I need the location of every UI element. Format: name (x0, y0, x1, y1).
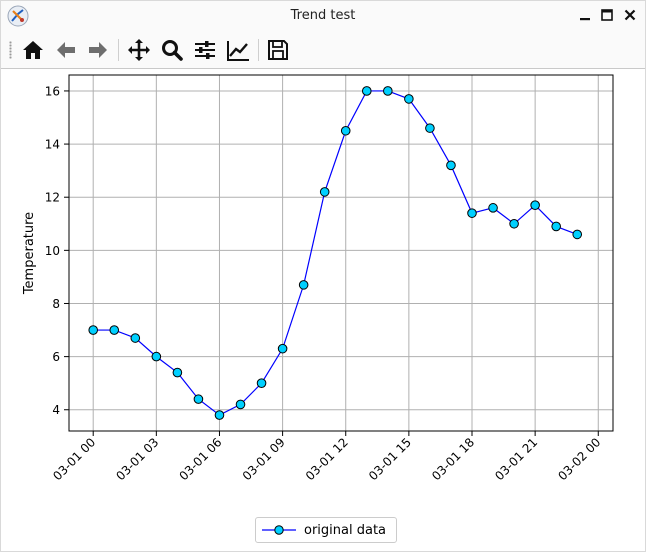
data-point (530, 200, 540, 210)
data-point (551, 221, 561, 232)
y-tick-label: 16 (45, 84, 60, 98)
toolbar-separator (118, 39, 119, 61)
line-chart[interactable]: 03-01 00 03-01 03 03-01 06 03-01 09 03-01 12… (1, 69, 645, 509)
legend-label: original data (304, 522, 387, 538)
data-point (509, 218, 519, 229)
toolbar-grip[interactable] (9, 41, 12, 59)
data-point (235, 399, 246, 410)
axes-frame (68, 74, 614, 432)
maximize-icon[interactable] (599, 7, 615, 23)
legend-line-marker (262, 525, 296, 535)
data-point (256, 378, 267, 388)
data-point (277, 343, 288, 354)
sliders-icon[interactable] (193, 38, 217, 62)
app-icon (7, 5, 29, 27)
data-point (572, 229, 583, 240)
x-tick-label: 03-02 00 (555, 435, 603, 483)
data-point (130, 333, 141, 343)
data-point (88, 325, 99, 335)
move-icon[interactable] (127, 38, 151, 62)
arrow-left-icon[interactable] (54, 38, 78, 62)
toolbar-separator (258, 39, 259, 61)
data-point (109, 325, 120, 335)
navigation-toolbar (1, 31, 645, 69)
data-point (340, 125, 351, 136)
title-bar: Trend test (1, 1, 645, 31)
data-point (404, 94, 414, 104)
legend[interactable]: original data (255, 517, 398, 543)
data-point (172, 367, 183, 378)
grid-layer (69, 75, 613, 431)
data-point (488, 203, 498, 213)
y-tick-label: 8 (52, 297, 60, 311)
home-icon[interactable] (21, 38, 45, 62)
data-point (298, 280, 309, 290)
line-chart-icon[interactable] (226, 38, 250, 62)
x-tick-label: 03-01 06 (177, 435, 225, 483)
y-tick-label: 10 (45, 244, 60, 258)
y-tick-label: 14 (45, 138, 60, 152)
x-tick-label: 03-01 15 (366, 435, 414, 483)
data-point (446, 160, 456, 171)
y-tick-label: 6 (52, 350, 60, 364)
x-tick-label: 03-01 18 (429, 435, 477, 483)
data-point (193, 394, 204, 404)
minimize-icon[interactable] (577, 7, 593, 23)
series-line (93, 90, 578, 416)
x-tick-label: 03-01 09 (240, 435, 288, 483)
y-tick-label: 12 (45, 191, 60, 205)
data-point (425, 123, 435, 133)
data-point (319, 187, 330, 197)
data-point (214, 410, 225, 420)
y-tick-label: 4 (52, 403, 60, 417)
x-tick-label: 03-01 12 (303, 435, 351, 483)
data-point (467, 208, 477, 218)
data-point (151, 351, 162, 362)
x-tick-label: 03-01 03 (113, 435, 161, 483)
x-tick-label: 03-01 00 (50, 435, 98, 483)
magnifier-icon[interactable] (160, 38, 184, 62)
series-layer (88, 86, 583, 420)
close-icon[interactable] (622, 7, 638, 23)
window-title: Trend test (290, 8, 356, 23)
data-point (361, 86, 372, 96)
figure-canvas[interactable]: 03-01 00 03-01 03 03-01 06 03-01 09 03-01 12… (1, 69, 645, 551)
arrow-right-icon[interactable] (86, 38, 110, 62)
x-tick-label: 03-01 21 (492, 435, 540, 483)
floppy-disk-icon[interactable] (266, 38, 290, 62)
y-axis-label: Temperature (22, 212, 37, 295)
data-point (383, 86, 393, 96)
